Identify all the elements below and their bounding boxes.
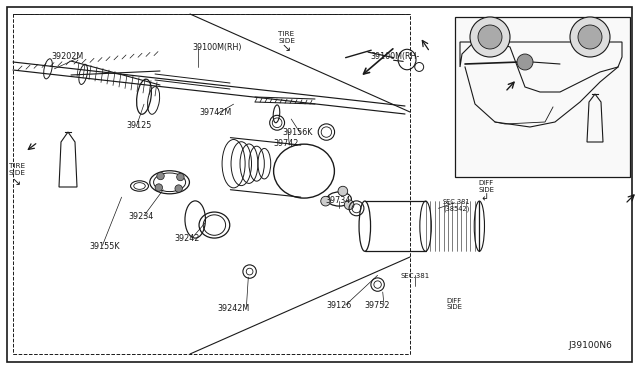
Text: SIDE: SIDE [479, 187, 495, 193]
Bar [455, 17, 630, 177]
Text: ↘: ↘ [12, 177, 21, 187]
Text: 39100M(RH-: 39100M(RH- [371, 52, 420, 61]
Text: 39156K: 39156K [283, 128, 313, 137]
Text: 39742: 39742 [274, 140, 300, 148]
Text: 39234: 39234 [128, 212, 153, 221]
Circle shape [157, 172, 164, 180]
Text: 39155K: 39155K [90, 242, 120, 251]
Text: (38542): (38542) [443, 205, 469, 212]
Circle shape [177, 173, 184, 181]
Text: 39242M: 39242M [218, 304, 250, 312]
Text: TIRE: TIRE [9, 163, 25, 169]
Circle shape [517, 54, 533, 70]
Circle shape [570, 17, 610, 57]
Text: DIFF: DIFF [479, 180, 494, 186]
Text: J39100N6: J39100N6 [568, 341, 612, 350]
Text: SIDE: SIDE [446, 304, 462, 310]
Circle shape [321, 196, 330, 206]
Text: TIRE: TIRE [278, 31, 294, 37]
Text: ↲: ↲ [480, 192, 488, 202]
Text: 39202M: 39202M [51, 52, 83, 61]
Text: 39752: 39752 [365, 301, 390, 310]
Text: SEC.381: SEC.381 [443, 199, 470, 205]
Text: 39742M: 39742M [200, 108, 232, 117]
Circle shape [155, 184, 163, 191]
Text: 39734: 39734 [325, 196, 350, 205]
Circle shape [470, 17, 510, 57]
Circle shape [338, 186, 348, 196]
Circle shape [578, 25, 602, 49]
Text: SIDE: SIDE [9, 170, 26, 176]
Text: 39126: 39126 [326, 301, 351, 310]
Text: 39100M(RH): 39100M(RH) [192, 43, 241, 52]
Text: ↘: ↘ [282, 44, 291, 53]
Text: SEC.381: SEC.381 [401, 273, 430, 279]
Text: DIFF: DIFF [446, 298, 461, 304]
Text: 39242: 39242 [174, 234, 200, 243]
Text: SIDE: SIDE [278, 38, 296, 44]
Circle shape [344, 200, 354, 210]
Circle shape [478, 25, 502, 49]
Text: 39125: 39125 [126, 121, 152, 130]
Circle shape [175, 185, 182, 192]
